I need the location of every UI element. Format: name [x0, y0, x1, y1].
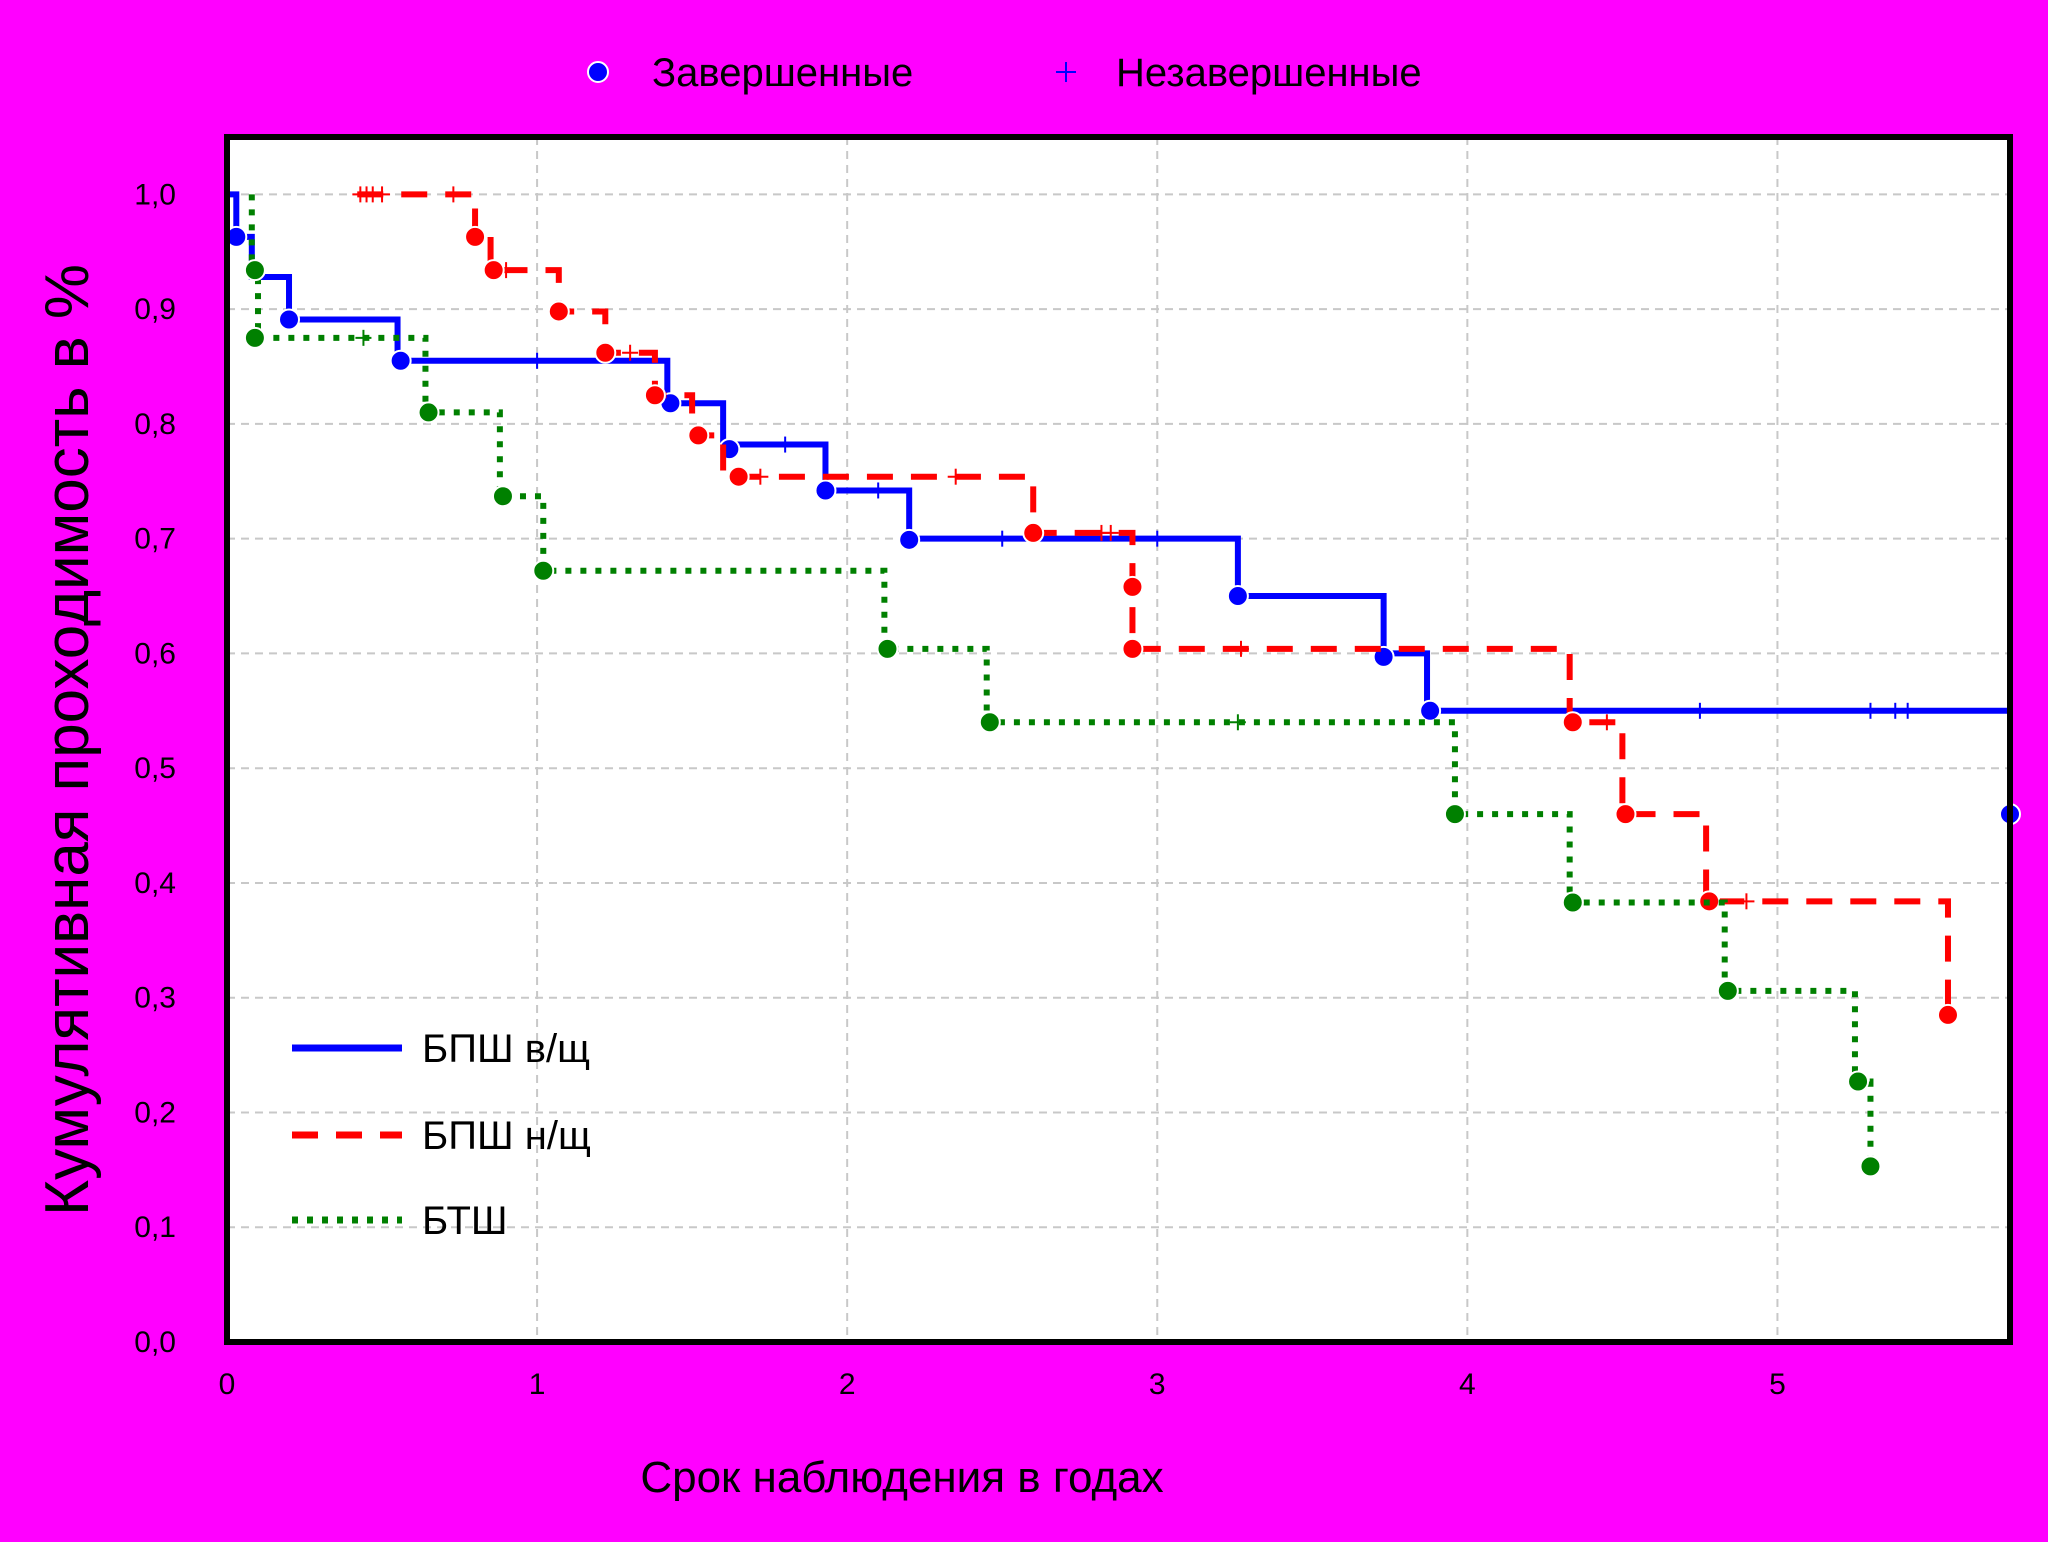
censored-marker — [870, 482, 887, 499]
event-marker — [1121, 575, 1144, 598]
y-tick-label: 0,5 — [134, 752, 176, 785]
y-tick-label: 0,0 — [134, 1326, 176, 1359]
event-marker — [978, 711, 1001, 734]
legend-label-bpsh-nsch: БПШ н/щ — [422, 1114, 591, 1158]
event-marker — [898, 528, 921, 551]
y-tick-label: 0,3 — [134, 982, 176, 1015]
event-marker — [482, 259, 505, 282]
event-marker — [1443, 803, 1466, 826]
event-marker — [876, 637, 899, 660]
event-marker — [417, 401, 440, 424]
y-tick-label: 0,6 — [134, 637, 176, 670]
event-marker — [1936, 1003, 1959, 1026]
event-marker — [278, 308, 301, 331]
legend-label-bpsh-vsch: БПШ в/щ — [422, 1027, 590, 1071]
event-marker — [1561, 711, 1584, 734]
series-layer — [225, 186, 2021, 1178]
x-tick-label: 0 — [219, 1368, 236, 1401]
event-marker — [1859, 1155, 1882, 1178]
event-marker — [594, 341, 617, 364]
y-tick-label: 0,7 — [134, 523, 176, 556]
event-marker — [389, 349, 412, 372]
x-tick-label: 1 — [529, 1368, 546, 1401]
event-marker — [547, 300, 570, 323]
event-marker — [243, 259, 266, 282]
event-marker — [1226, 585, 1249, 608]
y-tick-label: 0,8 — [134, 408, 176, 441]
series-dashed — [352, 186, 1959, 1026]
event-marker — [727, 465, 750, 488]
event-marker — [243, 326, 266, 349]
event-marker — [1419, 699, 1442, 722]
y-axis-title: Кумулятивная проходимость в % — [33, 264, 102, 1216]
censored-marker — [1102, 524, 1119, 541]
censored-marker — [374, 186, 391, 203]
event-marker — [814, 479, 837, 502]
series-dotted — [243, 194, 1882, 1178]
censored-marker — [622, 344, 639, 361]
plot-area — [227, 137, 2010, 1342]
event-marker — [1847, 1070, 1870, 1093]
censored-marker — [1691, 702, 1708, 719]
x-tick-label: 4 — [1459, 1368, 1476, 1401]
marker-legend-completed: Завершенные — [652, 51, 913, 95]
marker-legend: Завершенные Незавершенные — [587, 51, 1422, 95]
censored-marker — [1598, 714, 1615, 731]
event-marker — [1022, 521, 1045, 544]
y-tick-label: 0,2 — [134, 1096, 176, 1129]
x-tick-label: 2 — [839, 1368, 856, 1401]
event-marker — [1372, 645, 1395, 668]
series-line-dotted — [248, 194, 1874, 1167]
plot-frame — [224, 134, 2013, 1345]
censored-marker — [445, 186, 462, 203]
event-marker — [532, 559, 555, 582]
censored-marker — [1862, 702, 1879, 719]
censored-marker — [1899, 702, 1916, 719]
x-axis-title: Срок наблюдения в годах — [640, 1453, 1163, 1502]
y-tick-label: 1,0 — [134, 178, 176, 211]
y-tick-labels: 0,0 0,1 0,2 0,3 0,4 0,5 0,6 0,7 0,8 0,9 1,0 — [134, 178, 176, 1359]
filled-circle-icon — [587, 61, 609, 83]
censored-marker — [355, 329, 372, 346]
event-marker — [1561, 891, 1584, 914]
event-marker — [643, 384, 666, 407]
y-tick-label: 0,4 — [134, 867, 176, 900]
censored-marker — [1149, 530, 1166, 547]
series-line-dashed — [357, 191, 1951, 1015]
censored-marker — [994, 530, 1011, 547]
event-marker — [1121, 637, 1144, 660]
event-marker — [464, 225, 487, 248]
censored-marker — [529, 352, 546, 369]
plus-icon — [1056, 62, 1076, 82]
series-legend: БПШ в/щ БПШ н/щ БТШ — [292, 1027, 591, 1243]
x-tick-labels: 0 1 2 3 4 5 — [219, 1368, 1786, 1401]
censored-marker — [1738, 893, 1755, 910]
event-marker — [491, 485, 514, 508]
censored-marker — [947, 468, 964, 485]
event-marker — [1614, 803, 1637, 826]
marker-legend-censored: Незавершенные — [1116, 51, 1422, 95]
x-tick-label: 3 — [1149, 1368, 1166, 1401]
censored-marker — [1232, 640, 1249, 657]
y-tick-label: 0,9 — [134, 293, 176, 326]
censored-marker — [752, 468, 769, 485]
event-marker — [1716, 979, 1739, 1002]
event-marker — [687, 424, 710, 447]
legend-label-btsh: БТШ — [422, 1199, 508, 1243]
y-tick-label: 0,1 — [134, 1211, 176, 1244]
x-tick-label: 5 — [1769, 1368, 1786, 1401]
censored-marker — [1229, 714, 1246, 731]
grid-lines — [227, 137, 2010, 1342]
censored-marker — [777, 436, 794, 453]
